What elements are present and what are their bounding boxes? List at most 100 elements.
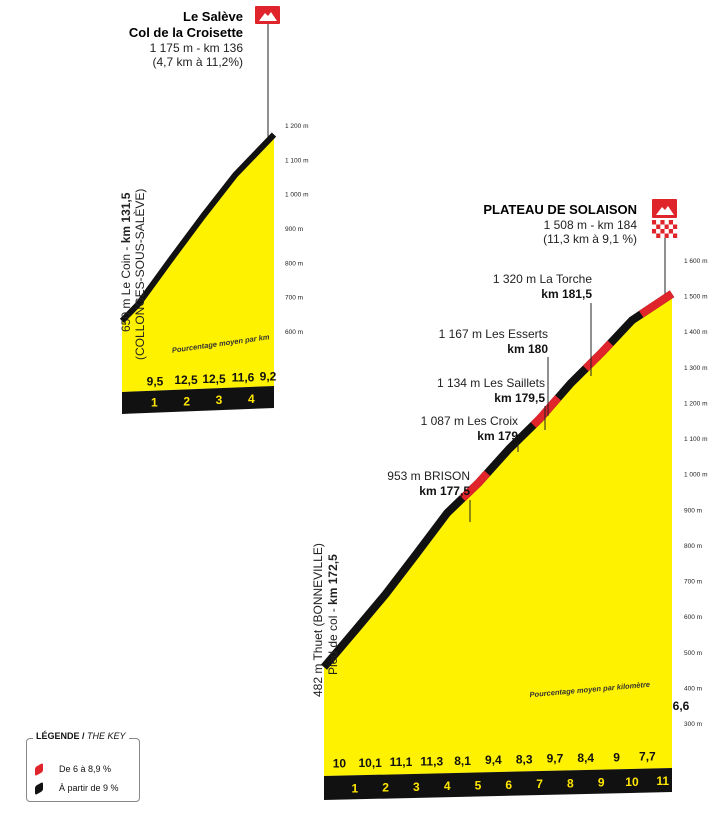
c1-subtitle: Col de la Croisette: [129, 25, 243, 40]
c2-pct-label: 9,4: [485, 753, 502, 767]
c1-km-label: 3: [216, 393, 223, 407]
c2-pct-label: 8,4: [577, 751, 594, 765]
c2-ytick: 1 200 m: [684, 400, 708, 407]
c1-pct-label: 12,5: [174, 373, 198, 387]
c2-annotation-km: km 179,5: [494, 391, 545, 405]
c1-pct-label: 9,5: [147, 374, 164, 388]
c1-pct-label: 11,6: [232, 371, 255, 385]
c1-pct-label: 12,5: [202, 372, 226, 386]
c1-ytick: 1 100 m: [285, 157, 309, 164]
c2-summit-info: 1 508 m - km 184: [544, 218, 638, 232]
c1-km-label: 2: [183, 394, 190, 408]
c2-pct-label: 9: [613, 750, 620, 764]
c2-start-line1: 482 m Thuet (BONNEVILLE): [311, 543, 325, 697]
c2-km-label: 4: [444, 779, 451, 793]
chart-le-saleve: Le Salève Col de la Croisette 1 175 m - …: [119, 6, 309, 414]
c1-ytick: 1 000 m: [285, 192, 309, 199]
c2-ytick: 300 m: [684, 721, 702, 728]
c1-y-axis: 600 m 700 m 800 m 900 m 1 000 m 1 100 m 1 200 …: [285, 123, 309, 336]
c1-km-band: [122, 386, 274, 414]
c2-red-segment: [638, 290, 675, 318]
c1-start-line2: (COLLONGES-SOUS-SALÈVE): [132, 189, 147, 360]
c2-red-segment: [530, 395, 562, 428]
svg-text:650 m Le Coin - km 131,5: 650 m Le Coin - km 131,5: [119, 192, 133, 332]
legend: LÉGENDE / THE KEY De 6 à 8,9 % À partir …: [26, 731, 140, 802]
c2-title: PLATEAU DE SOLAISON: [483, 202, 637, 217]
c2-ytick: 600 m: [684, 614, 702, 621]
c2-ytick: 500 m: [684, 650, 702, 657]
c2-annotation-name: 1 087 m Les Croix: [421, 414, 518, 428]
c2-red-segment: [459, 470, 491, 502]
c2-km-label: 2: [382, 781, 389, 795]
c1-summit-flag-icon: [255, 6, 280, 140]
c2-area-fill: [324, 293, 672, 748]
c2-start-line2: Pied de col -: [326, 605, 340, 675]
c1-ytick: 800 m: [285, 260, 303, 267]
c2-pct-label: 10,1: [359, 756, 383, 770]
c2-annotation-name: 1 167 m Les Esserts: [439, 327, 548, 341]
c2-ytick: 800 m: [684, 543, 702, 550]
c2-pct-band: [324, 739, 672, 776]
c2-annotation-km: km 180: [507, 342, 548, 356]
c2-ytick: 700 m: [684, 579, 702, 586]
c2-pct-label: 8,3: [516, 752, 533, 766]
c2-km-label: 3: [413, 780, 420, 794]
c2-km-label: 6: [505, 778, 512, 792]
c1-profile-line: [119, 132, 277, 323]
c2-start-km: km 172,5: [326, 554, 340, 605]
c1-ytick: 1 200 m: [285, 123, 309, 130]
c2-base: 10 10,1 11,1 11,3 8,1 9,4 8,3 9,7 8,4 9 7,7 6,6 1 2 3 4…: [324, 699, 690, 800]
c2-annotation-km: km 177,5: [419, 484, 470, 498]
legend-title: LÉGENDE / THE KEY: [33, 731, 129, 741]
svg-text:Pied de col - km 172,5: Pied de col - km 172,5: [326, 554, 340, 675]
c1-title: Le Salève: [183, 9, 243, 24]
legend-swatch-red: [35, 762, 43, 777]
c1-pct-label: 9,2: [260, 369, 277, 383]
c2-pct-label: 8,1: [454, 754, 471, 768]
c1-start-label: 650 m Le Coin - km 131,5 (COLLONGES-SOUS…: [119, 189, 147, 360]
c2-annotation-name: 1 134 m Les Saillets: [437, 376, 545, 390]
c2-red-segment: [582, 340, 614, 372]
c1-km-label: 4: [248, 392, 255, 406]
c2-km-label: 9: [598, 776, 605, 790]
c2-km-label: 7: [536, 777, 543, 791]
c2-profile: [320, 290, 675, 748]
c1-ytick: 700 m: [285, 295, 303, 302]
c2-annotation-km: km 181,5: [541, 287, 592, 301]
c2-pct-label: 6,6: [673, 699, 690, 713]
c2-annotation-name: 953 m BRISON: [387, 469, 470, 483]
c2-km-label: 10: [625, 775, 639, 789]
c2-km-label: 11: [656, 774, 669, 788]
c2-summit-stats: (11,3 km à 9,1 %): [543, 232, 637, 246]
legend-item-9-plus: À partir de 9 %: [59, 783, 119, 793]
c2-km-label: 8: [567, 776, 574, 790]
c2-km-band: [324, 768, 672, 800]
c2-pct-label: 7,7: [639, 750, 656, 764]
c2-annotation-name: 1 320 m La Torche: [493, 272, 593, 286]
c2-y-axis: 300 m 400 m 500 m 600 m 700 m 800 m 900 m 1 000…: [684, 258, 708, 728]
legend-swatch-black: [35, 781, 43, 796]
c2-ytick: 1 600 m: [684, 258, 708, 265]
c1-base: 9,5 12,5 12,5 11,6 9,2 1 2 3 4: [122, 367, 277, 414]
c1-summit-info: 1 175 m - km 136: [150, 41, 244, 55]
legend-item-6-8-9: De 6 à 8,9 %: [59, 764, 112, 774]
c2-ytick: 900 m: [684, 507, 702, 514]
c1-area-fill: [122, 134, 274, 374]
c1-start-km: km 131,5: [119, 192, 133, 243]
c2-ytick: 1 500 m: [684, 294, 708, 301]
c1-pct-band: [122, 367, 274, 392]
legend-title-en: THE KEY: [87, 731, 126, 741]
c2-pct-label: 9,7: [547, 752, 564, 766]
c2-ytick: 1 000 m: [684, 472, 708, 479]
c1-ytick: 900 m: [285, 226, 303, 233]
chart-plateau-de-solaison: PLATEAU DE SOLAISON 1 508 m - km 184 (11…: [311, 199, 708, 800]
c1-profile: [119, 132, 277, 374]
c1-km-label: 1: [151, 396, 158, 410]
c2-ytick: 1 100 m: [684, 436, 708, 443]
c2-pct-label: 11,1: [390, 755, 413, 769]
c2-km-label: 1: [351, 781, 358, 795]
c2-ytick: 400 m: [684, 685, 702, 692]
